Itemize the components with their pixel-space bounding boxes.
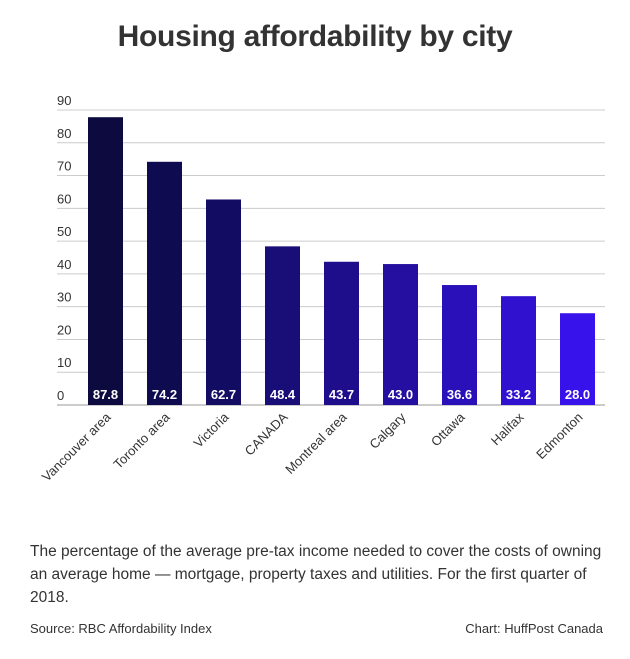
bar-value-label: 28.0 — [565, 387, 590, 402]
y-tick-label: 60 — [57, 191, 71, 206]
chart-title: Housing affordability by city — [117, 20, 513, 53]
bar-halifax — [501, 296, 536, 405]
bar-calgary — [383, 264, 418, 405]
bar-value-label: 48.4 — [270, 387, 296, 402]
bar-value-label: 62.7 — [211, 387, 236, 402]
bar-victoria — [206, 199, 241, 405]
y-axis-ticks: 0 10 20 30 40 50 60 70 80 90 — [57, 93, 71, 403]
x-tick-label: CANADA — [242, 409, 291, 458]
y-tick-label: 20 — [57, 322, 71, 337]
bars: 87.8 74.2 62.7 48.4 43.7 43.0 36.6 33.2 28.0 — [88, 117, 595, 405]
x-tick-label: Vancouver area — [39, 409, 114, 484]
x-tick-label: Halifax — [488, 409, 527, 448]
bar-value-label: 43.7 — [329, 387, 354, 402]
bar-canada — [265, 246, 300, 405]
bar-vancouver-area — [88, 117, 123, 405]
bar-chart: 0 10 20 30 40 50 60 70 80 90 87.8 74.2 62.7 48.4 43.7… — [39, 93, 605, 484]
x-tick-label: Edmonton — [533, 410, 586, 463]
y-tick-label: 0 — [57, 388, 64, 403]
x-tick-label: Montreal area — [282, 409, 350, 477]
y-tick-label: 90 — [57, 93, 71, 108]
y-tick-label: 30 — [57, 290, 71, 305]
x-tick-label: Calgary — [366, 409, 409, 452]
bar-value-label: 74.2 — [152, 387, 177, 402]
source-note: Source: RBC Affordability Index — [30, 621, 212, 636]
x-tick-label: Ottawa — [428, 409, 468, 449]
bar-montreal-area — [324, 261, 359, 405]
y-tick-label: 80 — [57, 126, 71, 141]
y-tick-label: 40 — [57, 257, 71, 272]
bar-value-label: 43.0 — [388, 387, 413, 402]
chart-credit: Chart: HuffPost Canada — [465, 621, 603, 636]
chart-caption: The percentage of the average pre-tax in… — [30, 543, 602, 606]
y-tick-label: 50 — [57, 224, 71, 239]
bar-value-label: 33.2 — [506, 387, 531, 402]
bar-edmonton — [560, 313, 595, 405]
x-tick-label: Victoria — [191, 409, 233, 451]
y-tick-label: 10 — [57, 355, 71, 370]
y-tick-label: 70 — [57, 159, 71, 174]
bar-value-label: 87.8 — [93, 387, 118, 402]
bar-value-label: 36.6 — [447, 387, 472, 402]
bar-toronto-area — [147, 161, 182, 405]
bar-ottawa — [442, 285, 477, 405]
x-tick-label: Toronto area — [110, 409, 173, 472]
